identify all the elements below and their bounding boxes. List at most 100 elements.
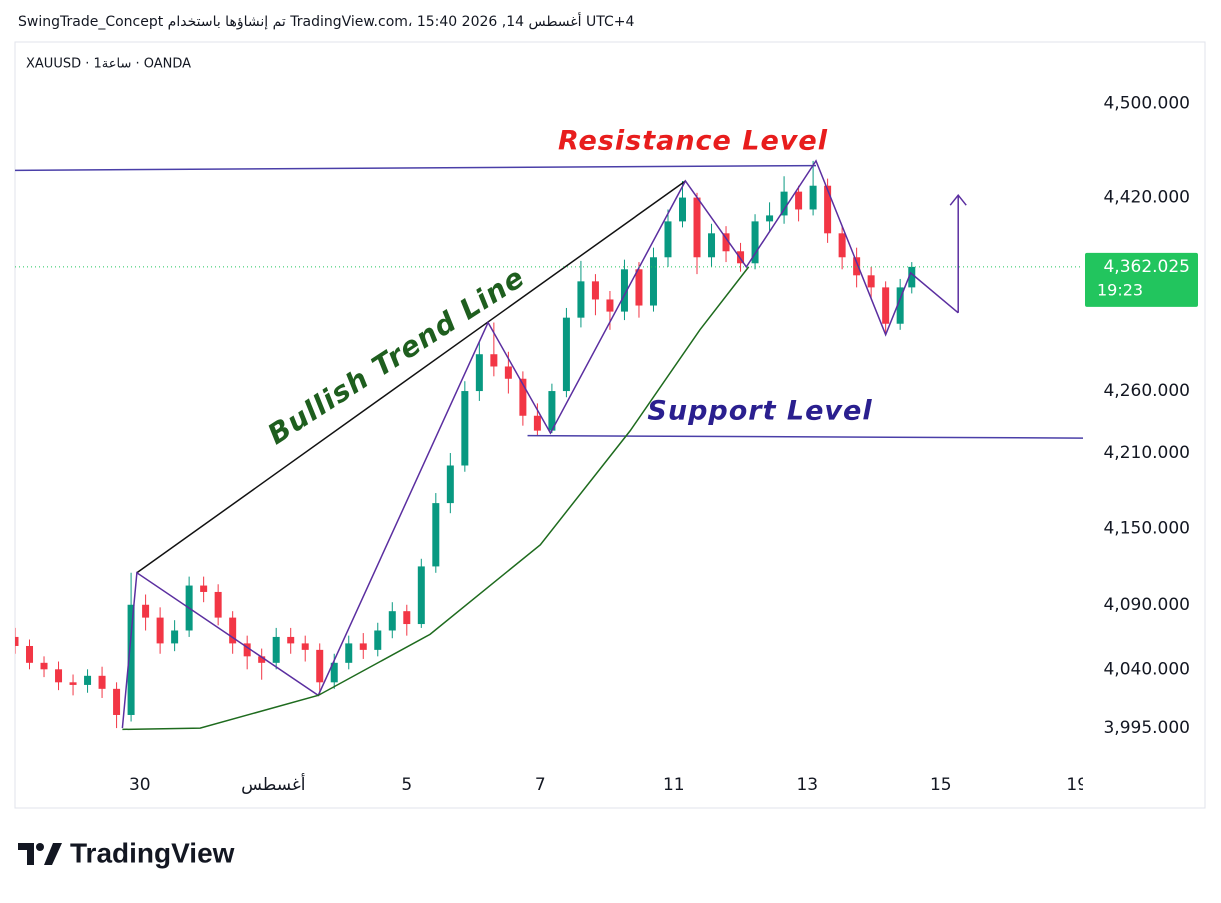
symbol-title: XAUUSD · 1ساعة · OANDA (26, 57, 191, 72)
candle-body (591, 281, 599, 300)
candle-body (490, 354, 498, 367)
y-axis: 4,500.000 4,420.000 4,260.000 4,210.000 4,15… (1085, 93, 1198, 738)
logo-mark (18, 843, 34, 865)
annotation: Support Level (647, 396, 872, 427)
annotation: Resistance Level (558, 126, 828, 157)
x-tick-label: 11 (663, 775, 685, 795)
candle-body (200, 585, 208, 592)
candle-body (142, 604, 150, 618)
y-tick-label: 4,090.000 (1103, 595, 1190, 615)
candle-body (229, 617, 237, 644)
candle-body (287, 636, 295, 644)
candle-body (15, 636, 19, 646)
candle-body (359, 643, 367, 650)
y-tick-label: 4,210.000 (1103, 443, 1190, 463)
candle-body (432, 503, 440, 567)
countdown: 19:23 (1097, 280, 1143, 299)
candle-body (751, 221, 759, 264)
candle-body (127, 604, 135, 715)
x-tick-label: 13 (796, 775, 818, 795)
x-tick-label: أغسطس (241, 773, 305, 795)
y-tick-label: 4,260.000 (1103, 381, 1190, 401)
candle-body (475, 354, 483, 392)
y-tick-label: 3,995.000 (1103, 718, 1190, 738)
candle-body (388, 611, 396, 631)
candle-body (795, 191, 803, 210)
candle-body (722, 233, 730, 252)
candle-body (533, 415, 541, 431)
drawing-line (527, 434, 1083, 439)
x-tick-label: 15 (930, 775, 952, 795)
candle-body (766, 215, 774, 222)
logo-mark (36, 843, 44, 851)
candle-body (69, 682, 77, 685)
candle-body (824, 185, 832, 234)
candle-body (606, 299, 614, 312)
candle-body (330, 662, 338, 683)
drawing-line (15, 164, 817, 172)
plot-area (15, 159, 1083, 731)
candle-body (882, 287, 890, 324)
x-tick-label: 5 (401, 775, 412, 795)
candle-body (243, 643, 251, 657)
candle-body (679, 197, 686, 222)
candle-body (316, 649, 324, 683)
candle-body (838, 233, 846, 258)
candle-body (809, 185, 817, 210)
candle-body (737, 251, 745, 264)
y-tick-label: 4,420.000 (1103, 188, 1190, 208)
candle-body (853, 257, 861, 276)
brand: TradingView (70, 837, 235, 868)
candle-body (461, 391, 469, 466)
caption: SwingTrade_Concept تم إنشاؤها باستخدام T… (18, 12, 634, 30)
x-tick-label: 19 (1066, 775, 1088, 795)
drawing-line (122, 266, 750, 731)
candle-body (562, 317, 570, 392)
candle-body (693, 197, 701, 258)
logo-mark (44, 843, 62, 865)
candle-body (896, 287, 904, 324)
candle-body (620, 269, 628, 312)
candle-body (40, 662, 48, 670)
drawing-line (136, 180, 686, 574)
x-tick-label: 30 (129, 775, 151, 795)
candle-body (98, 675, 106, 689)
candle-body (548, 391, 556, 431)
candle-body (113, 688, 121, 715)
y-tick-label: 4,040.000 (1103, 659, 1190, 679)
candle-body (504, 366, 512, 379)
candle-body (908, 266, 916, 288)
candle-body (664, 221, 672, 258)
candle-body (156, 617, 164, 644)
candle-body (635, 269, 643, 306)
candle-body (403, 611, 411, 625)
last-price-box (1085, 252, 1198, 307)
candle-body (171, 630, 179, 644)
candle-body (26, 645, 34, 663)
candle-body (84, 675, 92, 685)
candle-body (214, 591, 222, 618)
candle-body (345, 643, 353, 663)
x-tick-label: 7 (535, 775, 546, 795)
x-axis: 30 أغسطس 5 7 11 13 15 19 (129, 773, 1088, 795)
y-tick-label: 4,150.000 (1103, 518, 1190, 538)
candle-body (258, 656, 266, 663)
arrow-head (949, 194, 967, 206)
candle-body (867, 275, 875, 288)
candle-body (417, 566, 425, 625)
candle-body (519, 378, 527, 416)
candle-body (374, 630, 382, 650)
candle-body (446, 465, 454, 504)
candle-body (708, 233, 716, 258)
candle-body (272, 636, 280, 663)
candle-body (577, 281, 585, 318)
candle-body (301, 643, 309, 650)
candle-body (649, 257, 657, 306)
last-price-label: 4,362.025 (1103, 257, 1190, 277)
y-tick-label: 4,500.000 (1103, 93, 1190, 113)
drawing-line (121, 159, 959, 729)
candle-body (780, 191, 788, 216)
logo: TradingView (18, 837, 235, 868)
